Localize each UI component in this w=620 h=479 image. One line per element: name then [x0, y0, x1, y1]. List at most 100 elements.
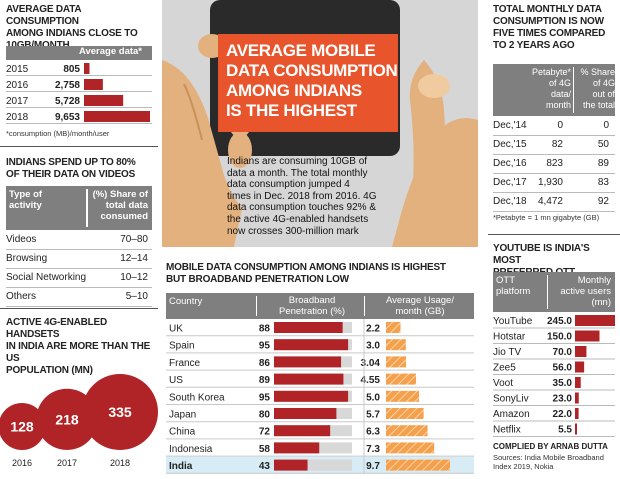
- penetration-bar: [274, 339, 349, 351]
- penetration-bar: [274, 408, 337, 419]
- divider: [488, 234, 620, 235]
- petabyte-value: 82: [551, 139, 563, 150]
- table-row: Dec,'14 0 0: [493, 117, 615, 136]
- penetration-bar: [274, 442, 320, 454]
- ott-bar: [575, 408, 579, 419]
- penetration-value: 86: [259, 358, 271, 369]
- ott-chart: YouTube 245.0 Hotstar 150.0 Jio TV 70.0 Zee5 56…: [493, 315, 615, 437]
- avg-data-value: 9,653: [55, 112, 80, 123]
- table-row: Videos 70–80: [6, 231, 152, 250]
- table-row: Dec,'18 4,472 92: [493, 193, 615, 212]
- avg-data-value: 2,758: [55, 80, 80, 91]
- activity-label: Videos: [6, 234, 37, 245]
- usage-value: 6.3: [366, 427, 380, 438]
- total-footnote: *Petabyte = 1 mn gigabyte (GB): [493, 213, 600, 222]
- month-label: Dec,'17: [493, 177, 527, 188]
- ott-value: 56.0: [553, 363, 573, 374]
- avg-data-value: 5,728: [55, 96, 80, 107]
- table-row: Browsing 12–14: [6, 250, 152, 269]
- avg-data-bar: [84, 111, 150, 122]
- usage-value: 9.7: [366, 461, 380, 472]
- table-row: Dec,'17 1,930 83: [493, 174, 615, 193]
- year-label: 2015: [6, 64, 29, 75]
- usage-value: 4.55: [361, 375, 381, 386]
- ott-value: 245.0: [547, 316, 572, 327]
- share-value: 50: [597, 139, 609, 150]
- ott-bar: [575, 346, 587, 357]
- avg-data-chart: 2015 805 2016 2,758 2017 5,728 2018 9,653: [6, 63, 152, 124]
- year-label: 2017: [6, 96, 29, 107]
- share-value: 83: [597, 177, 609, 188]
- table-row: Dec,'15 82 50: [493, 136, 615, 155]
- usage-value: 2.2: [366, 324, 380, 335]
- avg-data-bar: [84, 79, 103, 90]
- ott-platform-label: Amazon: [493, 409, 530, 420]
- usage-bar: [386, 442, 435, 454]
- sources-line-2: Index 2019, Nokia: [493, 462, 554, 471]
- total-header: Petabyte* of 4G data/ month % Share of 4…: [493, 64, 615, 116]
- videos-header: Type of activity (%) Share of total data…: [6, 186, 152, 230]
- handset-circle: [0, 403, 46, 450]
- penetration-bar: [274, 390, 349, 402]
- compiled-by: COMPLIED BY ARNAB DUTTA: [493, 442, 608, 451]
- usage-value: 7.3: [366, 444, 380, 455]
- usage-bar: [386, 356, 407, 368]
- ott-platform-label: Jio TV: [493, 347, 521, 358]
- banner-body: Indians are consuming 10GB of data a mon…: [227, 156, 377, 237]
- year-label: 2016: [6, 80, 29, 91]
- penetration-value: 95: [259, 392, 271, 403]
- penetration-bar: [274, 425, 331, 437]
- usage-bar: [386, 322, 401, 333]
- headline: AVERAGE MOBILE DATA CONSUMPTION AMONG IN…: [226, 41, 398, 120]
- ott-bar: [575, 392, 579, 404]
- country-label: India: [169, 461, 193, 472]
- petabyte-value: 1,930: [537, 177, 563, 188]
- share-value: 92: [597, 196, 609, 207]
- penetration-value: 95: [259, 341, 271, 352]
- divider: [0, 146, 158, 147]
- broadband-header: Country Broadband Penetration (%) Averag…: [166, 293, 474, 319]
- usage-bar: [386, 390, 419, 402]
- total-table: Dec,'14 0 0 Dec,'15 82 50 Dec,'16 823 89…: [493, 117, 615, 212]
- ott-value: 22.0: [553, 409, 573, 420]
- country-label: Japan: [169, 410, 196, 421]
- usage-value: 5.7: [366, 410, 380, 421]
- ott-bar: [575, 423, 577, 435]
- usage-value: 5.0: [366, 392, 380, 403]
- usage-bar: [386, 425, 428, 437]
- penetration-bar: [274, 322, 343, 333]
- penetration-value: 88: [259, 324, 271, 335]
- credits: COMPLIED BY ARNAB DUTTA Sources: India M…: [493, 442, 620, 471]
- handset-value: 335: [108, 404, 132, 420]
- usage-bar: [386, 373, 417, 385]
- ott-bar: [575, 330, 600, 342]
- petabyte-value: 823: [546, 158, 563, 169]
- month-label: Dec,'14: [493, 120, 527, 131]
- handset-year: 2017: [57, 458, 77, 468]
- ott-value: 70.0: [553, 347, 573, 358]
- penetration-value: 72: [259, 427, 271, 438]
- ott-platform-label: Hotstar: [493, 332, 526, 343]
- country-label: Indonesia: [169, 444, 213, 455]
- avg-data-bar: [84, 95, 124, 106]
- activity-share: 70–80: [120, 234, 148, 245]
- handsets-title: ACTIVE 4G-ENABLED HANDSETS IN INDIA ARE …: [6, 317, 151, 376]
- ott-value: 23.0: [553, 394, 573, 405]
- petabyte-value: 4,472: [537, 196, 563, 207]
- table-row: Dec,'16 823 89: [493, 155, 615, 174]
- broadband-chart: UK 88 2.2 Spain 95 3.0 France 86 3.04 US 89 4.55 Sou…: [166, 319, 474, 474]
- ott-value: 35.0: [553, 378, 573, 389]
- country-label: China: [169, 427, 196, 438]
- activity-share: 5–10: [125, 291, 148, 302]
- ott-platform-label: Zee5: [493, 363, 516, 374]
- penetration-bar: [274, 373, 344, 385]
- handset-year: 2016: [12, 458, 32, 468]
- activity-label: Social Networking: [6, 272, 87, 283]
- country-label: UK: [169, 324, 183, 335]
- usage-bar: [386, 459, 450, 471]
- country-header: Country: [169, 296, 203, 307]
- videos-table: Videos 70–80 Browsing 12–14 Social Netwo…: [6, 231, 152, 307]
- headline-box: [218, 34, 398, 132]
- penetration-value: 43: [259, 461, 271, 472]
- banner: AVERAGE MOBILE DATA CONSUMPTION AMONG IN…: [162, 0, 478, 247]
